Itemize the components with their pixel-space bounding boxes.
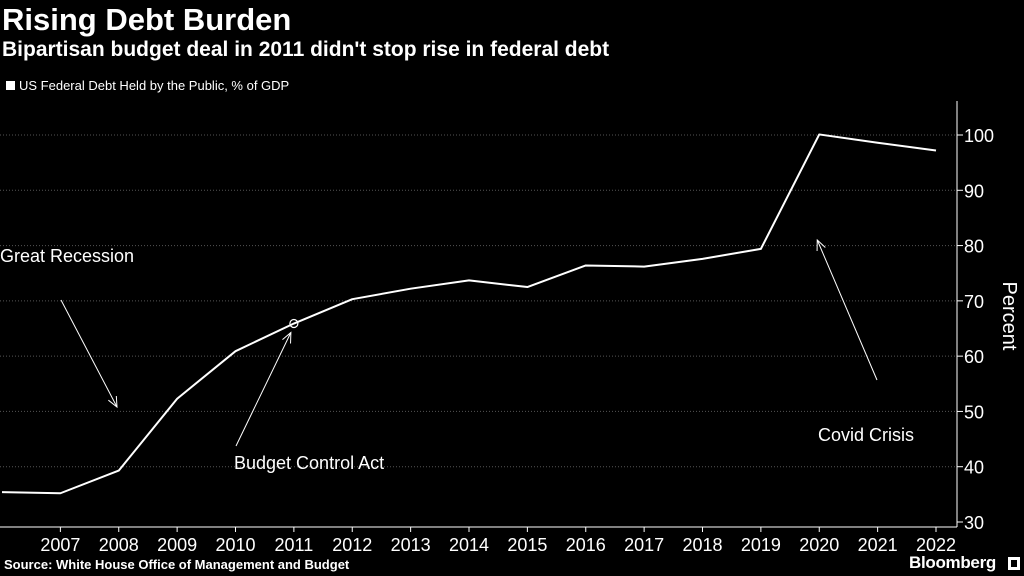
y-tick-label: 30 xyxy=(964,513,984,533)
legend-swatch xyxy=(6,81,15,90)
bca-marker xyxy=(289,318,299,329)
annotation-label: Covid Crisis xyxy=(818,425,914,445)
annotation-arrow xyxy=(235,332,292,447)
x-tick-label: 2019 xyxy=(741,535,781,555)
bloomberg-mark-icon xyxy=(1008,557,1020,570)
x-tick-label: 2009 xyxy=(157,535,197,555)
y-tick-label: 80 xyxy=(964,237,984,257)
y-tick-label: 60 xyxy=(964,347,984,367)
annotation-arrow xyxy=(60,299,118,408)
annotation-arrowhead xyxy=(108,395,118,409)
x-tick-label: 2022 xyxy=(916,535,956,555)
x-tick-label: 2012 xyxy=(332,535,372,555)
x-tick-label: 2014 xyxy=(449,535,489,555)
annotation-label: Budget Control Act xyxy=(234,453,384,473)
x-tick-label: 2018 xyxy=(682,535,722,555)
x-tick-label: 2017 xyxy=(624,535,664,555)
x-tick-label: 2008 xyxy=(99,535,139,555)
y-tick-label: 40 xyxy=(964,458,984,478)
y-tick-label: 70 xyxy=(964,292,984,312)
annotation-arrowhead xyxy=(282,331,292,344)
x-tick-label: 2011 xyxy=(275,535,314,555)
source-note: Source: White House Office of Management… xyxy=(4,557,350,572)
annotation-label: Great Recession xyxy=(0,246,134,266)
y-tick-label: 50 xyxy=(964,402,984,422)
brand-logo: Bloomberg xyxy=(908,553,996,572)
x-tick-label: 2016 xyxy=(566,535,606,555)
chart-title: Rising Debt Burden xyxy=(2,2,292,37)
x-tick-label: 2021 xyxy=(858,535,898,555)
x-tick-label: 2010 xyxy=(215,535,255,555)
x-tick-label: 2007 xyxy=(40,535,80,555)
series-line xyxy=(1,133,937,495)
annotation-arrowhead xyxy=(816,238,826,252)
x-tick-label: 2015 xyxy=(507,535,547,555)
y-axis-label: Percent xyxy=(998,282,1020,351)
legend: US Federal Debt Held by the Public, % of… xyxy=(6,78,289,93)
y-tick-label: 90 xyxy=(964,181,984,201)
x-tick-label: 2020 xyxy=(799,535,839,555)
x-tick-label: 2013 xyxy=(391,535,431,555)
chart-subtitle: Bipartisan budget deal in 2011 didn't st… xyxy=(2,38,610,61)
legend-label: US Federal Debt Held by the Public, % of… xyxy=(19,78,290,93)
y-tick-label: 100 xyxy=(964,126,994,146)
annotation-arrow xyxy=(816,239,878,381)
